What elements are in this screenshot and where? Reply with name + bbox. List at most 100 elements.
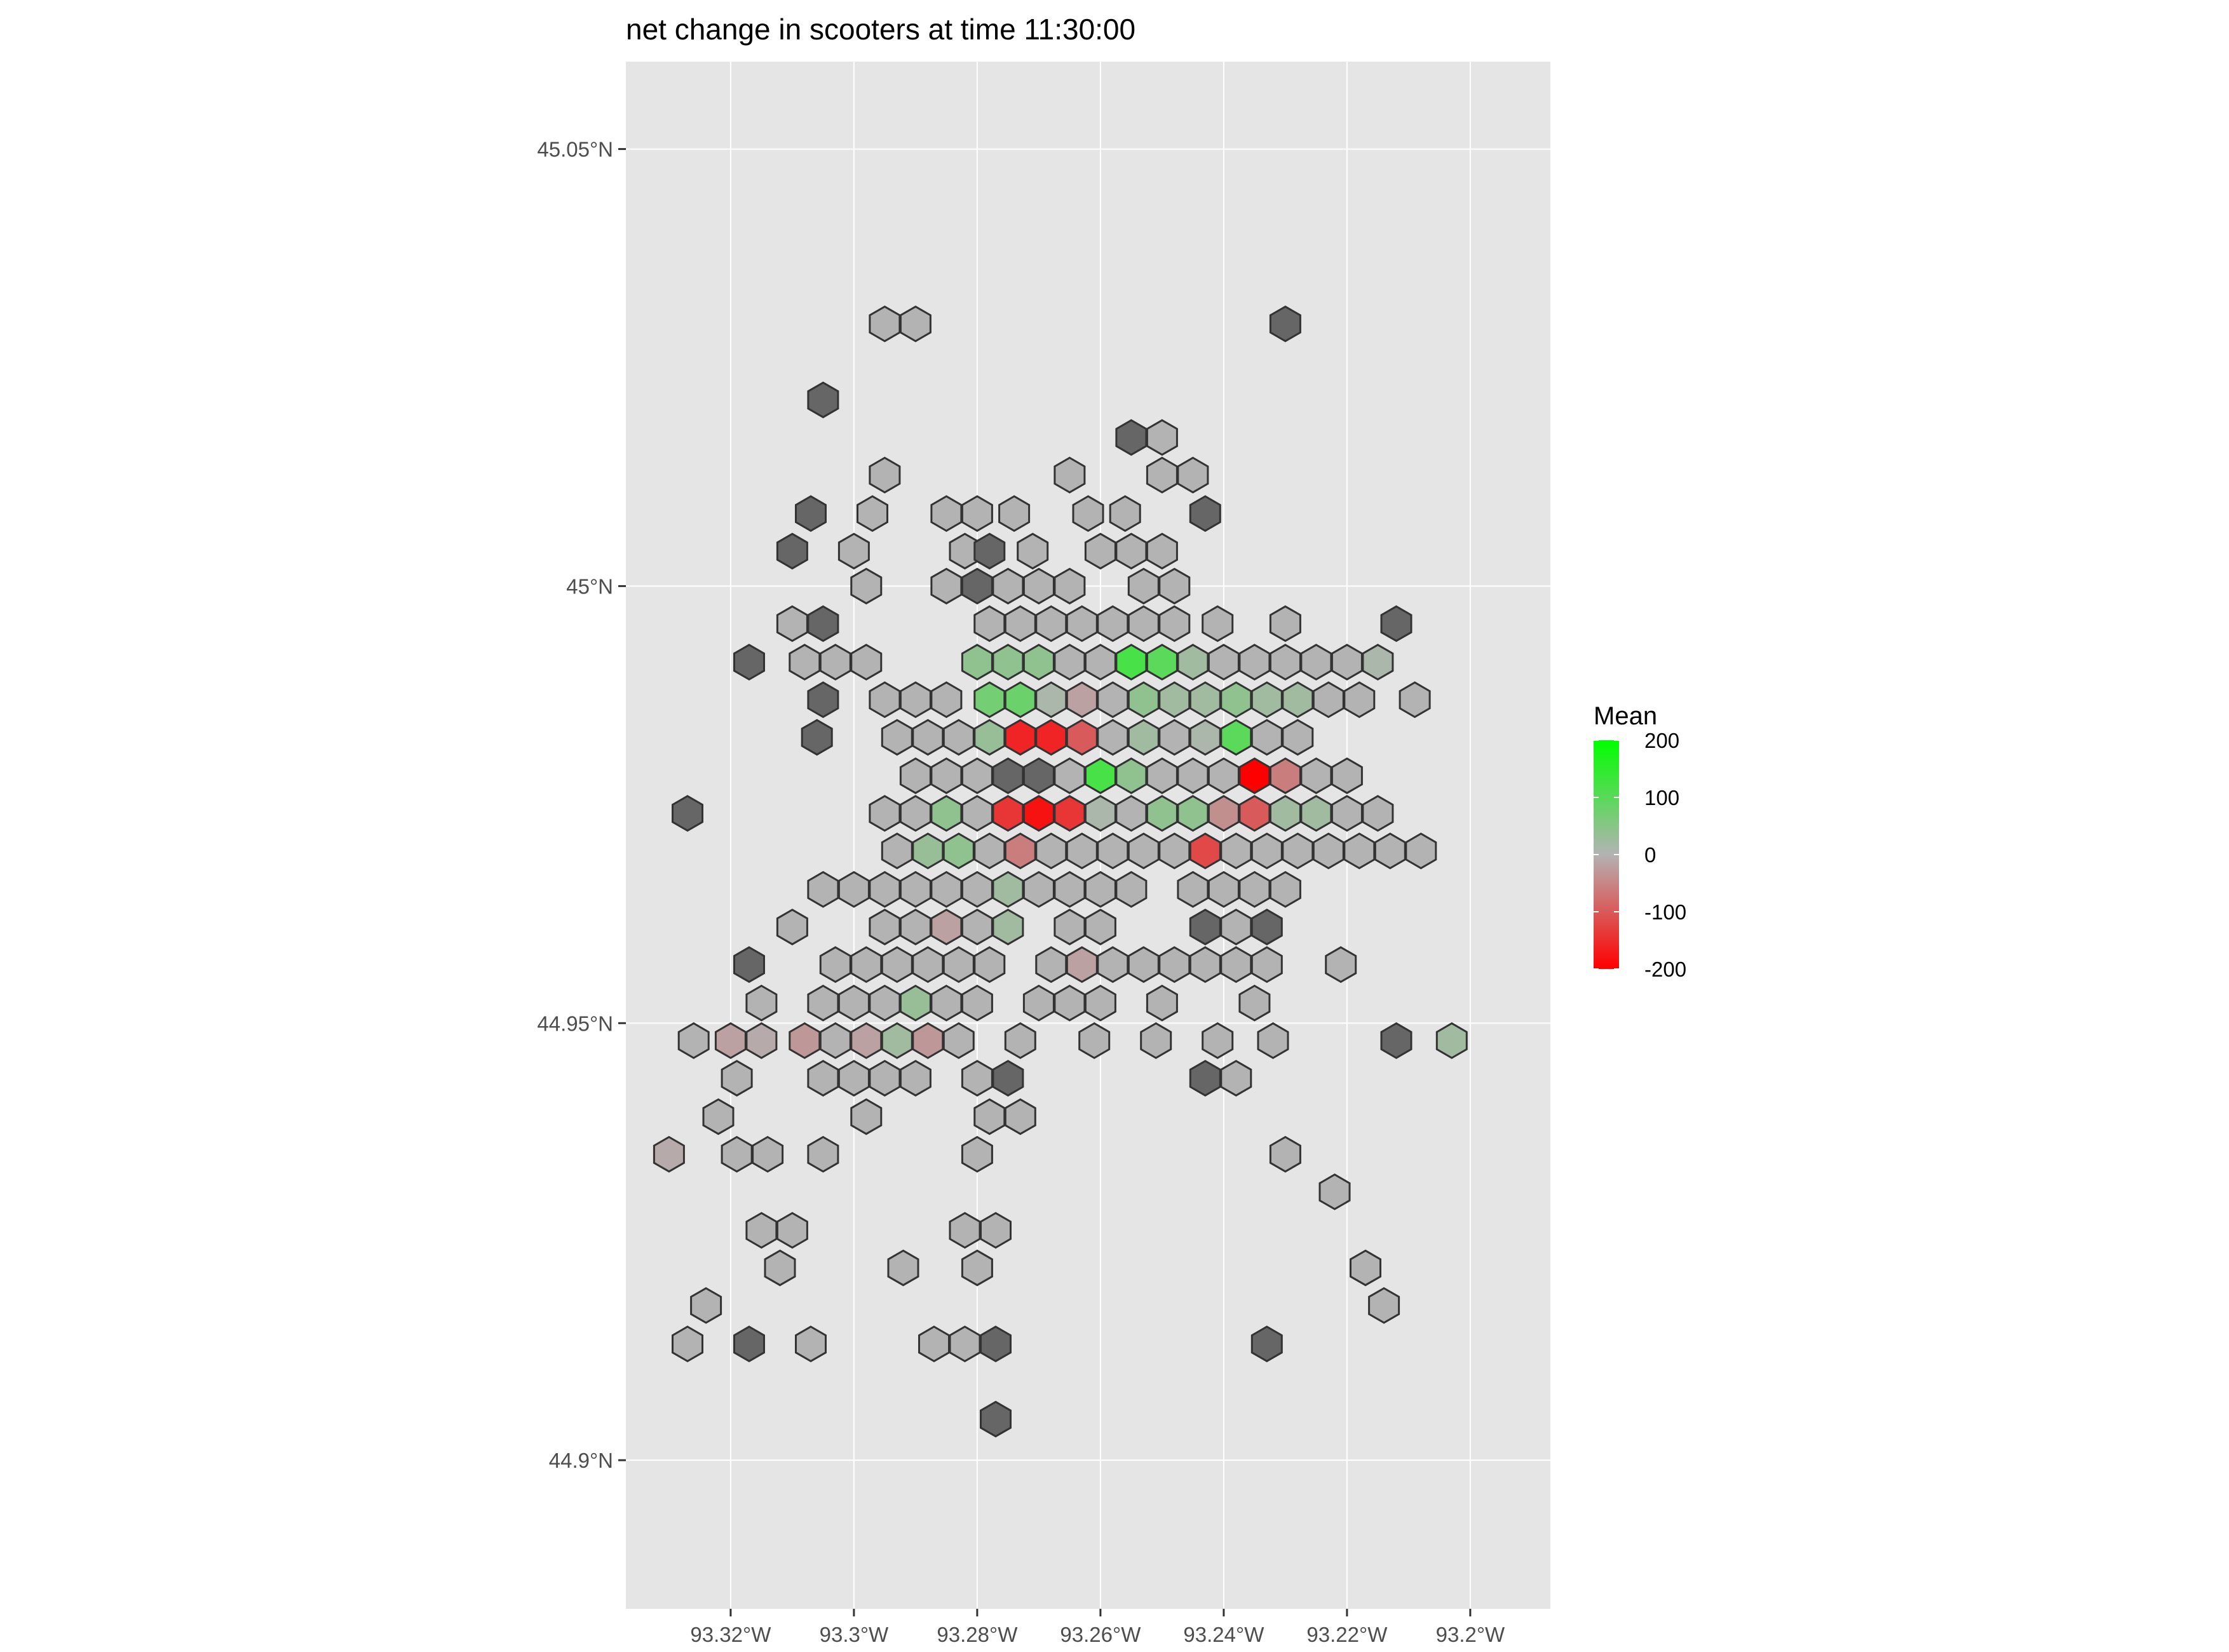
legend-ticks: 200 100 0 -100 -200 — [1594, 729, 1686, 981]
hex-bin — [1115, 419, 1148, 456]
hex-bin — [1177, 795, 1209, 832]
y-tick-label: 45°N — [566, 574, 613, 598]
hex-bin — [1035, 605, 1067, 642]
x-tick-label: 93.22°W — [1306, 1623, 1388, 1646]
hex-bin — [930, 909, 963, 945]
hex-bin — [1312, 681, 1345, 719]
hex-bin — [912, 719, 944, 756]
hex-bin — [1362, 644, 1394, 681]
hex-bin — [1004, 1022, 1036, 1059]
hex-bin — [961, 795, 993, 832]
hex-bin — [961, 567, 993, 605]
hex-bin — [1189, 909, 1221, 945]
hex-bin — [1054, 909, 1086, 945]
hex-bin — [930, 984, 963, 1022]
y-tick-label: 44.9°N — [549, 1449, 613, 1472]
hex-bin — [1004, 681, 1036, 719]
hex-bin — [1238, 757, 1271, 794]
hex-bin — [1054, 456, 1086, 494]
hex-bin — [973, 1098, 1006, 1135]
hex-bin — [1343, 832, 1376, 870]
hex-bin — [850, 1098, 883, 1135]
hex-bin — [801, 719, 833, 756]
hex-bin — [714, 1022, 747, 1059]
hex-bin — [899, 681, 932, 719]
hex-bin — [1035, 719, 1067, 756]
hex-bin — [961, 1060, 993, 1097]
hex-bin — [918, 1325, 950, 1363]
hex-bin — [850, 644, 883, 681]
hex-bin — [1325, 946, 1357, 984]
hex-bin — [1220, 832, 1252, 870]
hex-bin — [1250, 946, 1283, 984]
hex-bin — [1380, 1022, 1413, 1059]
hex-bin — [721, 1135, 753, 1173]
hex-bin — [869, 305, 901, 342]
hex-bin — [930, 567, 963, 605]
hex-bin — [1269, 757, 1301, 794]
hex-bin — [1202, 1022, 1234, 1059]
hex-bin — [899, 984, 932, 1022]
hex-bin — [1343, 681, 1376, 719]
hex-bin — [1035, 681, 1067, 719]
hex-bin — [1300, 757, 1332, 794]
hex-bin — [672, 795, 703, 832]
hex-bin — [1066, 605, 1098, 642]
hex-bin — [1220, 909, 1252, 945]
hex-bin — [1331, 795, 1363, 832]
hex-bin — [789, 1022, 821, 1059]
hex-bin — [869, 984, 901, 1022]
hex-bin — [1189, 495, 1221, 532]
hex-bin — [1207, 870, 1240, 908]
hex-bin — [881, 832, 913, 870]
hex-bin — [1084, 532, 1116, 570]
hex-bin — [1220, 946, 1252, 984]
hex-bin — [973, 605, 1006, 642]
hex-bin — [733, 946, 765, 984]
hex-bin — [1158, 832, 1191, 870]
hex-bin — [1220, 681, 1252, 719]
hex-bin — [930, 870, 963, 908]
hex-bin — [1374, 832, 1406, 870]
legend-tick-label: 200 — [1644, 729, 1679, 752]
hex-bin — [1146, 644, 1178, 681]
hex-bin — [1158, 567, 1191, 605]
hex-bin — [961, 644, 993, 681]
hex-bin — [980, 1325, 1012, 1363]
hex-bin — [1115, 870, 1148, 908]
hex-bin — [1269, 870, 1301, 908]
hex-bin — [1066, 946, 1098, 984]
legend: Mean 200 100 0 -100 -200 — [1594, 702, 1686, 981]
hex-bin — [1435, 1022, 1468, 1059]
hex-bin — [992, 909, 1024, 945]
hex-bin — [1177, 644, 1209, 681]
hex-bin — [1269, 305, 1301, 342]
hex-bin — [857, 495, 888, 532]
hex-bin — [745, 1212, 778, 1249]
hex-bin — [837, 1060, 870, 1097]
hex-bin — [1300, 795, 1332, 832]
hex-bin — [1004, 719, 1036, 756]
hex-bin — [973, 946, 1006, 984]
hex-bin — [1399, 681, 1431, 719]
x-tick-label: 93.3°W — [820, 1623, 889, 1646]
hex-bin — [764, 1249, 796, 1287]
y-axis: 44.9°N 44.95°N 45°N 45.05°N — [537, 138, 626, 1472]
hex-bin — [1250, 1325, 1283, 1363]
hex-bin — [1140, 1022, 1172, 1059]
hex-bin — [1127, 605, 1160, 642]
hex-bin — [1177, 870, 1209, 908]
hex-bin — [869, 870, 901, 908]
hex-bin — [1158, 681, 1191, 719]
hex-bin — [807, 984, 839, 1022]
hex-bin — [1115, 795, 1148, 832]
hex-bin — [961, 909, 993, 945]
hex-bin — [1017, 532, 1049, 570]
hex-bin — [653, 1135, 685, 1173]
hex-bin — [973, 719, 1006, 756]
hex-bin — [1097, 719, 1129, 756]
hex-bin — [1054, 984, 1086, 1022]
hex-bin — [837, 984, 870, 1022]
hex-bin — [992, 1060, 1024, 1097]
hex-bin — [930, 681, 963, 719]
